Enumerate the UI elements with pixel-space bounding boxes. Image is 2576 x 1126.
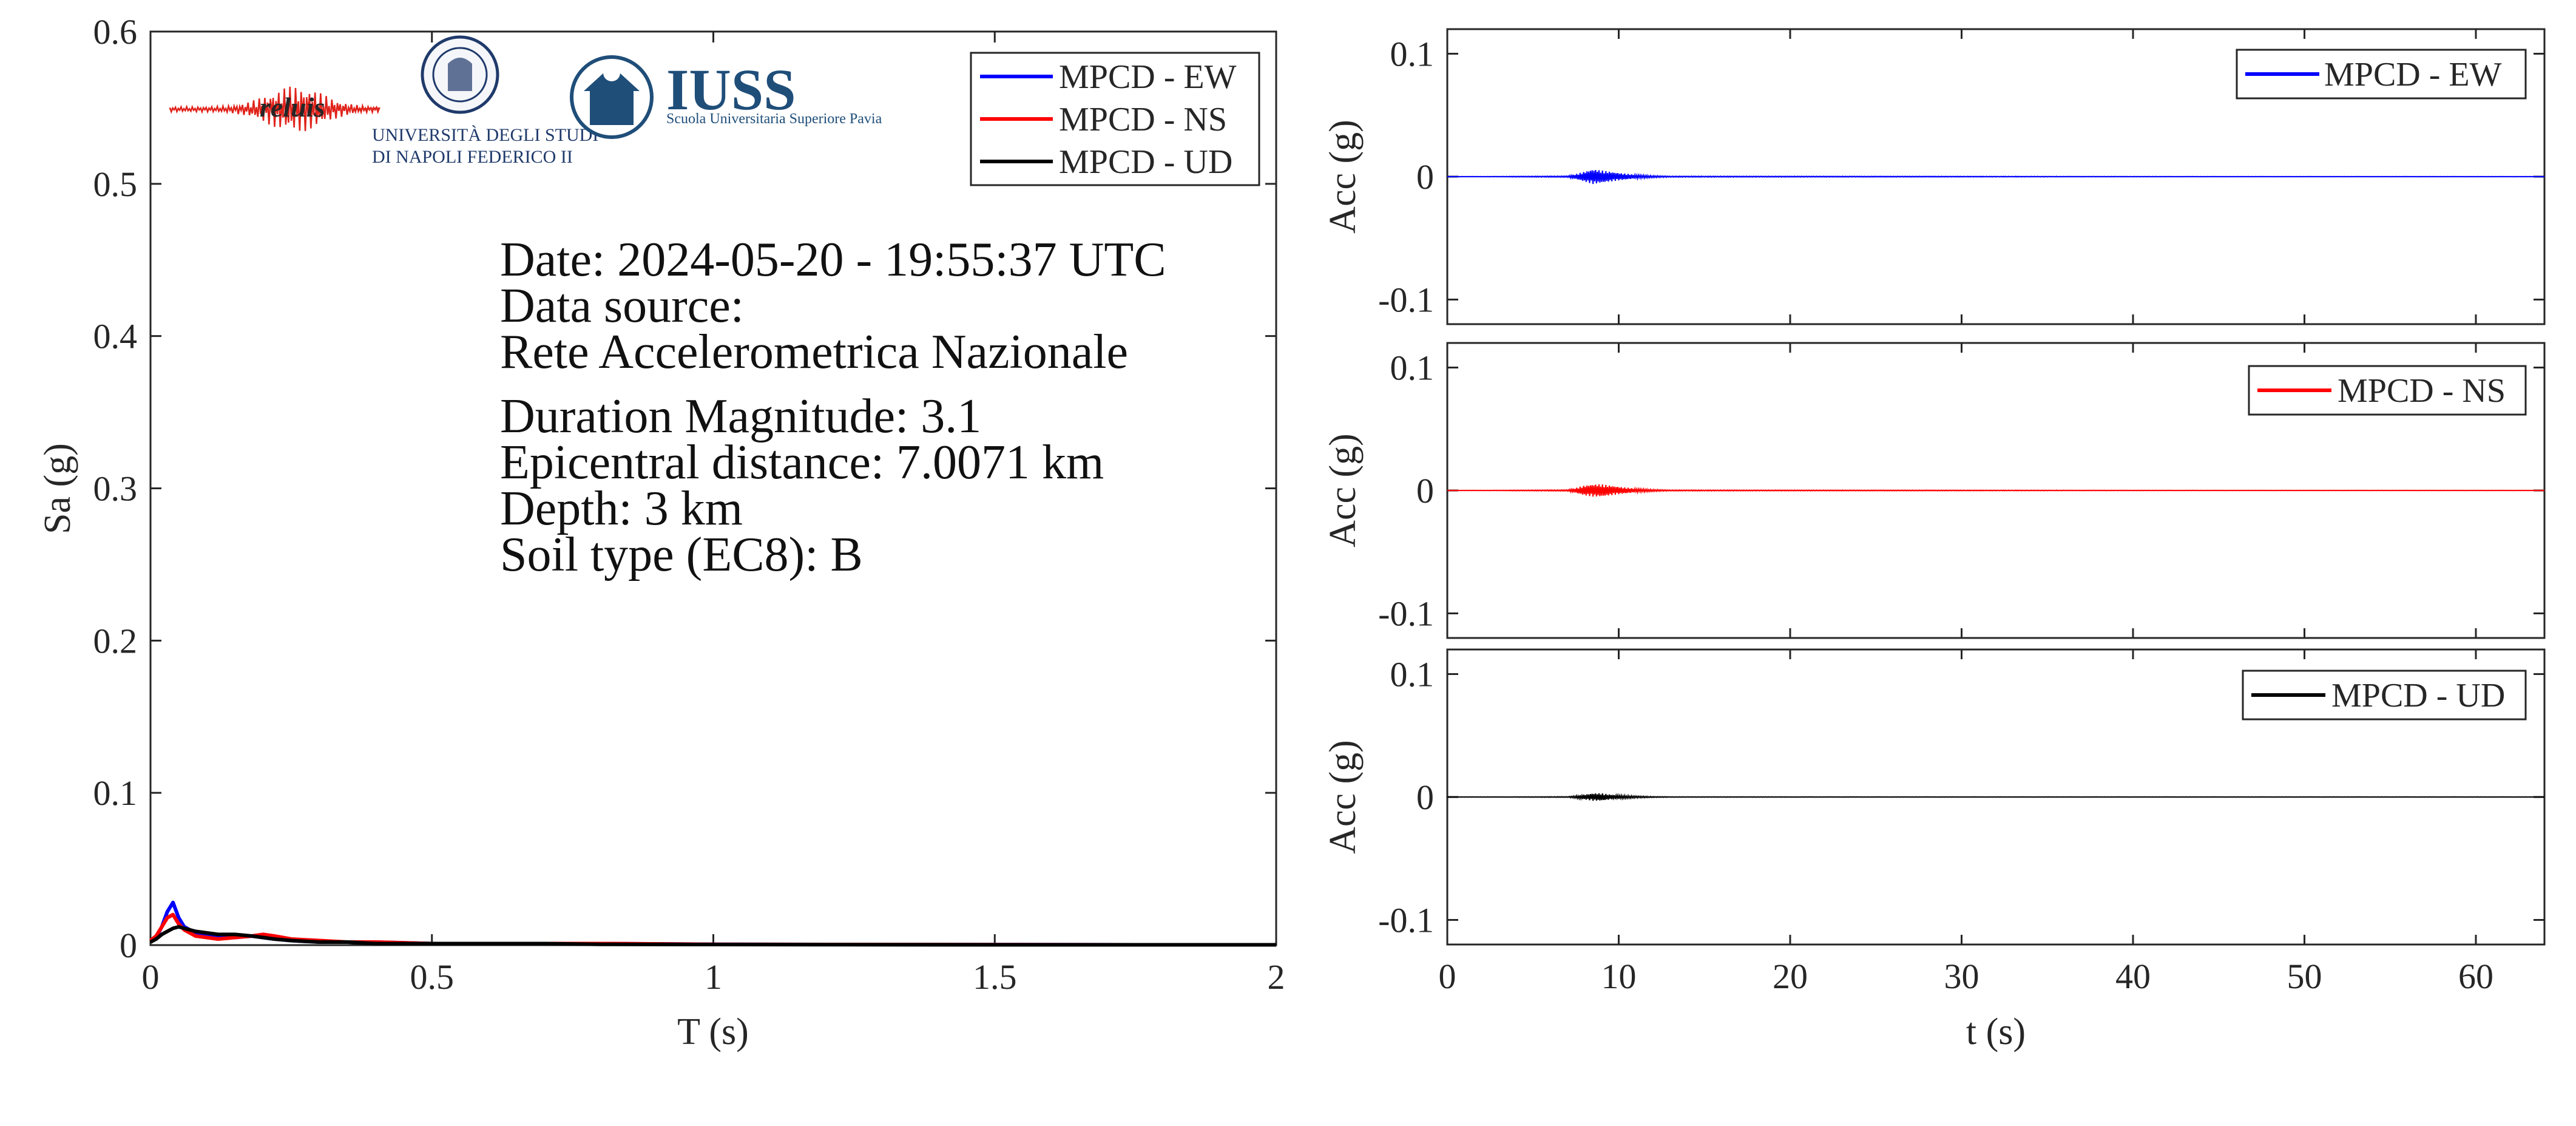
annotation-date: Date: 2024-05-20 - 19:55:37 UTC <box>500 233 1166 287</box>
spectrum-y-axis-label: Sa (g) <box>37 443 78 534</box>
spectrum-y-tick-label: 0.5 <box>93 164 138 204</box>
accelerogram-x-tick-label: 30 <box>1944 957 1979 996</box>
accelerogram-ew-y-tick-label: 0.1 <box>1390 35 1435 74</box>
accelerogram-ns-y-tick-label: 0 <box>1416 471 1434 510</box>
legend-label-ew: MPCD - EW <box>1059 58 1237 96</box>
accelerogram-x-tick-label: 50 <box>2287 957 2322 996</box>
accelerogram-ew-line <box>1447 170 2545 185</box>
iuss-logo-subtitle: Scuola Universitaria Superiore Pavia <box>666 111 882 127</box>
unina-logo-line2: DI NAPOLI FEDERICO II <box>372 147 573 167</box>
event-info: Date: 2024-05-20 - 19:55:37 UTC Data sou… <box>500 233 1166 582</box>
annotation-depth: Depth: 3 km <box>500 482 743 535</box>
accelerogram-ew-legend-label: MPCD - EW <box>2324 56 2502 93</box>
spectrum-legend: MPCD - EW MPCD - NS MPCD - UD <box>970 52 1260 186</box>
annotation-data-source: Data source: <box>500 279 744 333</box>
reluis-logo: reluis <box>169 86 380 131</box>
accelerogram-ud-y-axis-label: Acc (g) <box>1322 740 1364 854</box>
accelerogram-x-tick-label: 20 <box>1773 957 1808 996</box>
spectrum-y-tick-label: 0.4 <box>93 317 138 356</box>
reluis-logo-text: reluis <box>260 92 325 123</box>
spectrum-x-axis-label: T (s) <box>677 1011 749 1053</box>
legend-label-ud: MPCD - UD <box>1059 143 1232 181</box>
spectrum-chart: 0 0.5 1 1.5 2 0 0.1 0.2 0.3 0.4 0.5 0.6 reluis UNIV… <box>37 12 1285 1053</box>
unina-logo: UNIVERSITÀ DEGLI STUDI DI NAPOLI FEDERIC… <box>372 35 598 167</box>
annotation-magnitude: Duration Magnitude: 3.1 <box>500 390 981 443</box>
spectrum-y-tick-label: 0.2 <box>93 621 138 660</box>
accelerogram-ew-y-tick-label: 0 <box>1416 157 1434 197</box>
legend-label-ns: MPCD - NS <box>1059 101 1227 138</box>
accelerogram-ns-y-tick-label: 0.1 <box>1390 348 1435 388</box>
spectrum-x-tick-label: 1 <box>705 957 722 997</box>
iuss-logo-name: IUSS <box>666 57 796 122</box>
spectrum-series <box>149 900 1276 947</box>
spectrum-y-tick-label: 0.1 <box>93 773 138 813</box>
spectrum-x-tick-label: 0.5 <box>410 957 455 997</box>
accelerogram-ud-y-tick-label: -0.1 <box>1378 901 1434 940</box>
spectrum-y-tick-label: 0.3 <box>93 469 138 509</box>
accelerogram-ud-legend-label: MPCD - UD <box>2331 677 2505 714</box>
accelerogram-ns-y-axis-label: Acc (g) <box>1322 433 1364 548</box>
accelerogram-x-tick-label: 60 <box>2458 957 2493 996</box>
accelerogram-ud-y-tick-label: 0.1 <box>1390 655 1435 694</box>
spectrum-y-tick-label: 0.6 <box>93 12 138 52</box>
accelerogram-ud-y-tick-label: 0 <box>1416 778 1434 817</box>
accelerogram-ew-chart: -0.1 0 0.1 Acc (g) MPCD - EW <box>1322 28 2546 325</box>
spectrum-y-tick-label: 0 <box>120 926 137 965</box>
accelerogram-x-tick-label: 0 <box>1439 957 1456 996</box>
accelerogram-ud-line <box>1447 793 2545 801</box>
spectrum-line-ud <box>149 924 1276 947</box>
accelerogram-x-tick-label: 10 <box>1601 957 1637 996</box>
annotation-soil-type: Soil type (EC8): B <box>500 528 863 582</box>
spectrum-x-tick-label: 2 <box>1268 957 1285 997</box>
accelerogram-ns-legend-label: MPCD - NS <box>2338 372 2506 410</box>
reluis-wave-icon <box>169 86 380 131</box>
accelerogram-ud-chart: -0.100.10 10 20 30 40 50 60 Acc (g) MPCD - UD … <box>1322 648 2546 1053</box>
iuss-logo: IUSS Scuola Universitaria Superiore Pavi… <box>570 55 882 139</box>
accelerogram-ns-y-tick-label: -0.1 <box>1378 594 1434 634</box>
spectrum-x-tick-label: 1.5 <box>973 957 1017 997</box>
accelerogram-ew-y-axis-label: Acc (g) <box>1322 120 1364 234</box>
accelerogram-ns-line <box>1447 484 2545 497</box>
annotation-distance: Epicentral distance: 7.0071 km <box>500 436 1104 489</box>
annotation-network: Rete Accelerometrica Nazionale <box>500 325 1128 379</box>
spectrum-x-tick-label: 0 <box>142 957 160 997</box>
accelerogram-x-axis-label: t (s) <box>1966 1011 2026 1053</box>
accelerogram-x-tick-label: 40 <box>2115 957 2151 996</box>
accelerogram-ns-chart: -0.1 0 0.1 Acc (g) MPCD - NS <box>1322 342 2546 639</box>
accelerogram-ew-y-tick-label: -0.1 <box>1378 280 1434 320</box>
unina-logo-line1: UNIVERSITÀ DEGLI STUDI <box>372 125 598 145</box>
